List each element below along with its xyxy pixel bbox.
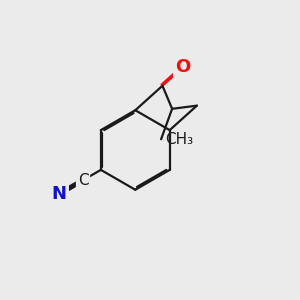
Text: O: O	[176, 58, 191, 76]
Text: N: N	[51, 185, 66, 203]
Text: C: C	[78, 173, 88, 188]
Text: CH₃: CH₃	[166, 132, 194, 147]
